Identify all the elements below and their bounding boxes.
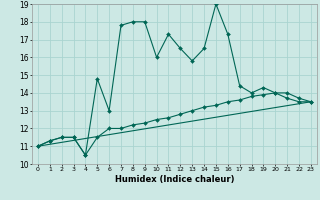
X-axis label: Humidex (Indice chaleur): Humidex (Indice chaleur) <box>115 175 234 184</box>
